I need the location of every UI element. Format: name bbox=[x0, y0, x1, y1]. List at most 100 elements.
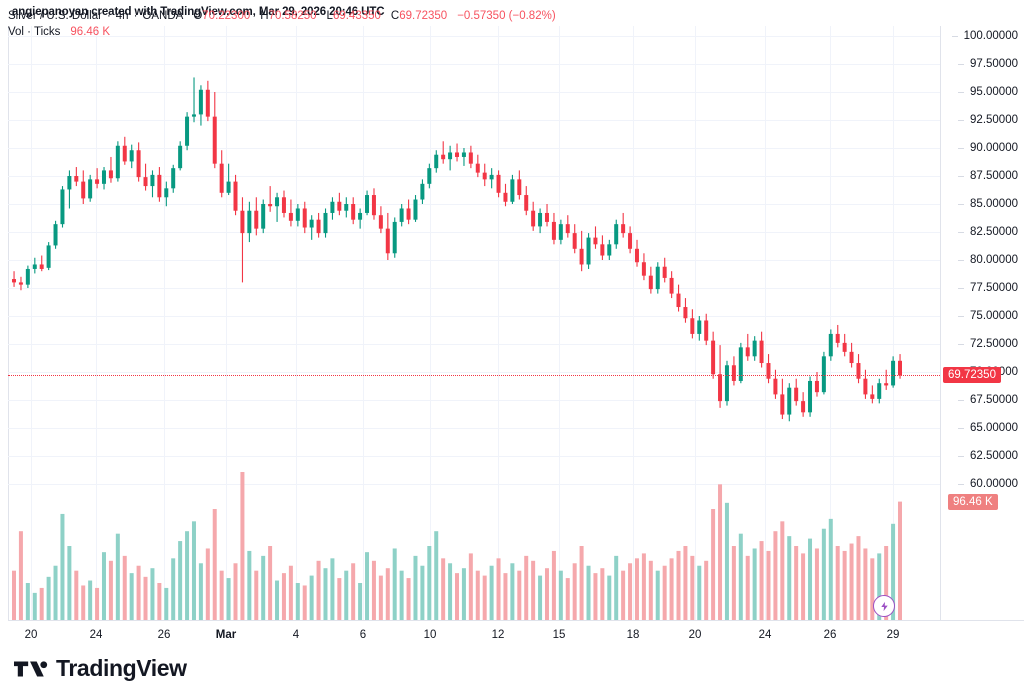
candle-body bbox=[461, 152, 466, 157]
volume-bar bbox=[531, 560, 536, 620]
price-tick-dash bbox=[958, 428, 965, 429]
current-price-badge[interactable]: 69.72350 bbox=[943, 367, 1001, 384]
candle-body bbox=[191, 114, 196, 117]
legend-volume-row: Vol · Ticks 96.46 K bbox=[8, 24, 556, 40]
candle-body bbox=[351, 204, 356, 220]
volume-bar bbox=[122, 555, 127, 620]
candle-body bbox=[849, 351, 854, 364]
volume-bar bbox=[378, 575, 383, 620]
candle-body bbox=[60, 189, 65, 225]
price-tick-dash bbox=[958, 148, 965, 149]
price-tick-dash bbox=[958, 316, 965, 317]
candle-body bbox=[794, 387, 799, 402]
volume-bar bbox=[551, 550, 556, 620]
volume-bar bbox=[427, 546, 432, 620]
price-axis-tick: 85.00000 bbox=[958, 198, 1018, 210]
vertical-gridline bbox=[96, 26, 97, 620]
vertical-gridline bbox=[164, 26, 165, 620]
price-scale[interactable]: 100.00000 97.50000 95.00000 92.50000 90.0000… bbox=[940, 26, 1024, 620]
horizontal-gridline bbox=[8, 344, 940, 345]
candle-body bbox=[628, 233, 633, 249]
vertical-gridline bbox=[830, 26, 831, 620]
volume-bar bbox=[697, 565, 702, 620]
price-axis-tick: 100.00000 bbox=[951, 30, 1018, 42]
candle-body bbox=[226, 181, 231, 193]
volume-bar bbox=[288, 565, 293, 620]
candle-body bbox=[877, 383, 882, 399]
horizontal-gridline bbox=[8, 36, 940, 37]
volume-bar bbox=[766, 550, 771, 620]
candle-body bbox=[136, 150, 141, 178]
candle-body bbox=[150, 174, 155, 187]
volume-bar bbox=[358, 583, 363, 620]
legend-interval[interactable]: 4h bbox=[115, 10, 129, 22]
price-axis-tick: 67.50000 bbox=[958, 394, 1018, 406]
chart-pane[interactable] bbox=[8, 26, 941, 620]
candle-body bbox=[392, 221, 397, 254]
volume-bar bbox=[738, 533, 743, 620]
volume-bar bbox=[461, 568, 466, 620]
legend-sep-1: · bbox=[106, 10, 111, 22]
volume-bar bbox=[129, 573, 134, 620]
horizontal-gridline bbox=[8, 148, 940, 149]
volume-bar bbox=[81, 585, 86, 620]
candle-body bbox=[579, 248, 584, 265]
time-scale-right-edge bbox=[940, 620, 1024, 621]
volume-bar bbox=[136, 565, 141, 620]
candle-body bbox=[129, 150, 134, 162]
candle-body bbox=[441, 154, 446, 160]
time-scale[interactable]: 20 24 26 Mar 4 6 10 12 15 18 20 24 26 29 bbox=[8, 620, 940, 649]
chart-overlays bbox=[8, 26, 940, 620]
volume-bar bbox=[711, 509, 716, 620]
volume-bar bbox=[268, 546, 273, 620]
volume-bar bbox=[475, 570, 480, 620]
volume-bar bbox=[634, 558, 639, 620]
volume-bar bbox=[185, 531, 190, 620]
candle-body bbox=[648, 275, 653, 290]
horizontal-gridline bbox=[8, 484, 940, 485]
legend-symbol[interactable]: Silver / U.S. Dollar bbox=[8, 10, 102, 22]
volume-bar bbox=[233, 563, 238, 620]
candle-body bbox=[67, 176, 72, 190]
volume-bar bbox=[690, 555, 695, 620]
tradingview-wordmark: TradingView bbox=[56, 655, 187, 681]
vertical-gridline bbox=[559, 26, 560, 620]
volume-bar bbox=[558, 570, 563, 620]
candle-body bbox=[821, 356, 826, 393]
price-tick-dash bbox=[958, 120, 965, 121]
candle-body bbox=[198, 89, 203, 115]
candle-body bbox=[565, 224, 570, 234]
price-tick-dash bbox=[958, 288, 965, 289]
volume-bar bbox=[835, 546, 840, 620]
time-axis-tick: 24 bbox=[758, 629, 772, 641]
candle-body bbox=[108, 170, 113, 179]
candle-body bbox=[586, 237, 591, 265]
volume-bar bbox=[593, 573, 598, 620]
volume-bar bbox=[309, 575, 314, 620]
time-axis-tick: 4 bbox=[292, 629, 300, 641]
price-axis-tick: 65.00000 bbox=[958, 422, 1018, 434]
legend-high-value: 70.58250 bbox=[268, 10, 317, 22]
legend-close-label: C bbox=[390, 10, 400, 22]
volume-bar bbox=[371, 560, 376, 620]
volume-bar bbox=[198, 563, 203, 620]
price-axis-tick: 92.50000 bbox=[958, 114, 1018, 126]
time-axis-tick: 15 bbox=[552, 629, 566, 641]
volume-value-badge[interactable]: 96.46 K bbox=[948, 493, 998, 510]
candle-body bbox=[704, 320, 709, 341]
volume-bar bbox=[641, 553, 646, 620]
volume-bar bbox=[724, 502, 729, 620]
candle-body bbox=[18, 282, 23, 285]
volume-bar bbox=[344, 570, 349, 620]
candle-body bbox=[122, 145, 127, 162]
legend-volume-label[interactable]: Vol · Ticks bbox=[8, 26, 61, 38]
tradingview-logo[interactable]: TradingView bbox=[14, 655, 187, 682]
volume-bar bbox=[662, 565, 667, 620]
price-axis-tick: 80.00000 bbox=[958, 254, 1018, 266]
legend-open-label: O bbox=[193, 10, 203, 22]
price-axis-tick: 97.50000 bbox=[958, 58, 1018, 70]
candle-body bbox=[773, 378, 778, 395]
volume-bar bbox=[814, 548, 819, 620]
lightning-bolt-icon[interactable] bbox=[873, 595, 895, 617]
candle-body bbox=[115, 145, 120, 179]
